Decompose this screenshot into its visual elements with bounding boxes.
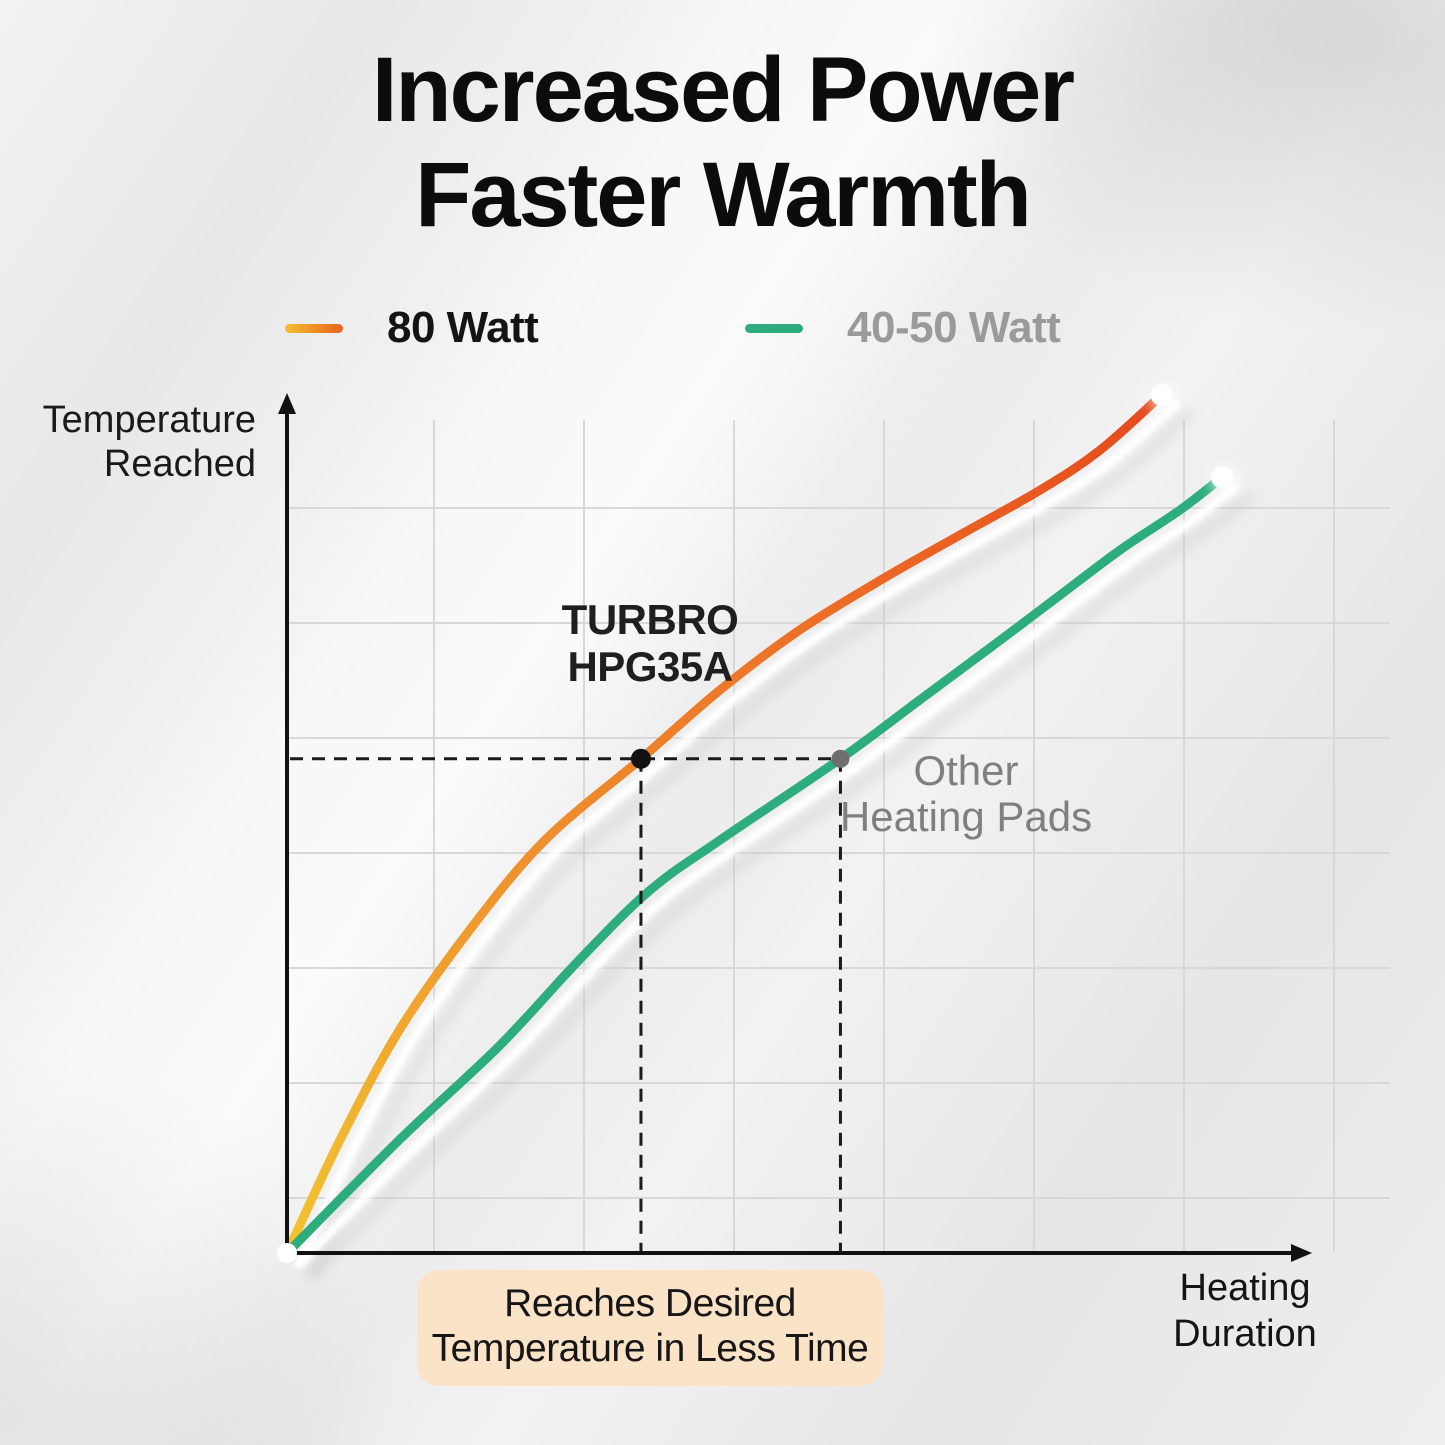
reference-dashed-lines bbox=[290, 748, 850, 1251]
title-line-2: Faster Warmth bbox=[415, 143, 1032, 246]
other-label-line-1: Other bbox=[913, 747, 1019, 794]
chart-legend: 80 Watt 40-50 Watt bbox=[0, 300, 1445, 356]
marker-dot-turbro bbox=[630, 748, 651, 769]
callout-line-1: Reaches Desired bbox=[504, 1282, 796, 1325]
legend-swatch-80-watt-icon bbox=[285, 323, 343, 333]
series-label-other-heating-pads: Other Heating Pads bbox=[816, 747, 1116, 841]
title-line-1: Increased Power bbox=[371, 39, 1075, 141]
legend-swatch-40-50-watt-icon bbox=[745, 323, 803, 333]
curve-highlight bbox=[295, 400, 1180, 1268]
curve-end-dot bbox=[1150, 384, 1173, 406]
legend-label-40-50-watt: 40-50 Watt bbox=[847, 303, 1061, 352]
legend-item-80-watt: 80 Watt bbox=[285, 300, 539, 356]
curve-shadow bbox=[307, 409, 1194, 1279]
x-axis-label-line-2: Duration bbox=[1173, 1312, 1317, 1355]
y-axis-label: Temperature Reached bbox=[0, 398, 256, 486]
x-axis-label: Heating Duration bbox=[1090, 1266, 1400, 1357]
curve-shadow bbox=[307, 491, 1254, 1279]
page-title: Increased Power Faster Warmth bbox=[0, 38, 1445, 248]
marker-dot-other bbox=[831, 749, 850, 768]
curve-80-watt bbox=[282, 390, 1167, 1258]
curve-end-dot bbox=[1211, 466, 1234, 489]
curve-40-50-watt bbox=[282, 472, 1227, 1258]
axes bbox=[278, 393, 1312, 1262]
legend-label-80-watt: 80 Watt bbox=[387, 303, 539, 352]
series-label-turbro-hpg35a: TURBRO HPG35A bbox=[500, 596, 800, 690]
turbro-label-line-1: TURBRO bbox=[561, 596, 739, 643]
origin-dot bbox=[277, 1243, 297, 1263]
y-axis-label-line-2: Reached bbox=[103, 443, 256, 486]
callout-line-2: Temperature in Less Time bbox=[431, 1326, 869, 1370]
other-label-line-2: Heating Pads bbox=[839, 793, 1093, 841]
legend-item-40-50-watt: 40-50 Watt bbox=[745, 300, 1061, 356]
x-axis-label-line-1: Heating bbox=[1179, 1267, 1311, 1309]
callout-reaches-desired-temperature: Reaches Desired Temperature in Less Time bbox=[417, 1270, 883, 1386]
curve-highlight bbox=[295, 482, 1240, 1268]
turbro-label-line-2: HPG35A bbox=[567, 643, 733, 691]
y-axis-label-line-1: Temperature bbox=[42, 399, 256, 441]
